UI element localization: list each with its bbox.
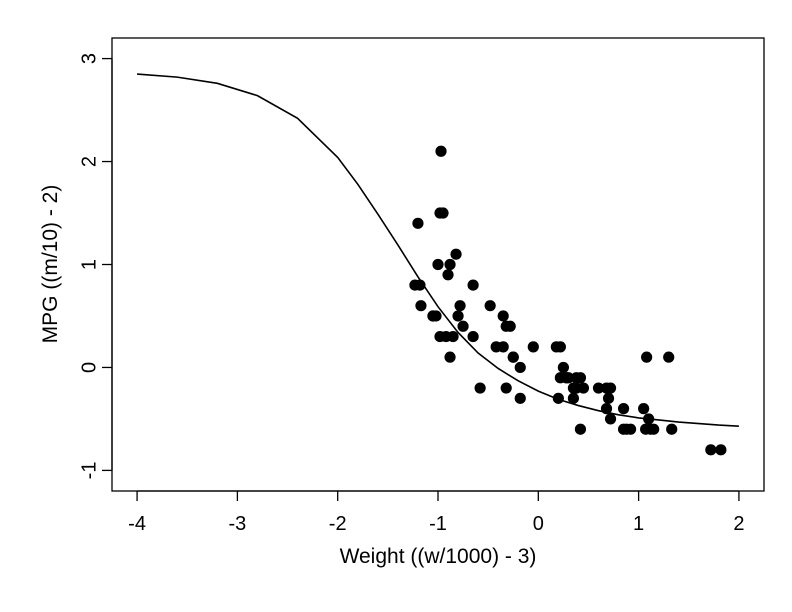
data-point — [412, 217, 424, 229]
data-point — [435, 145, 447, 157]
data-point — [648, 423, 660, 435]
data-point — [514, 361, 526, 374]
data-point — [454, 300, 466, 312]
x-tick-label: 1 — [633, 513, 644, 535]
data-point — [440, 330, 452, 343]
data-point — [474, 382, 486, 394]
data-point — [427, 310, 439, 322]
data-point — [602, 392, 615, 404]
data-point — [514, 392, 526, 404]
data-point — [414, 279, 426, 291]
data-point — [617, 403, 630, 415]
data-point — [643, 413, 655, 425]
x-tick-label: 0 — [533, 513, 544, 535]
data-point — [527, 341, 539, 353]
data-point — [560, 372, 572, 384]
data-point — [705, 444, 717, 456]
data-point — [450, 248, 462, 260]
data-point — [574, 372, 587, 384]
data-point — [574, 423, 587, 435]
y-tick-label: 3 — [78, 53, 100, 64]
fitted-curve — [137, 73, 739, 427]
data-point — [592, 382, 605, 394]
data-point — [715, 444, 727, 456]
data-point — [484, 300, 496, 312]
y-axis: -1 0 1 2 3 — [78, 53, 113, 480]
data-point — [507, 351, 519, 363]
data-point — [497, 341, 509, 353]
x-tick-label: -4 — [128, 513, 146, 535]
data-point — [467, 279, 479, 291]
y-tick-label: -1 — [78, 462, 100, 480]
x-tick-label: -2 — [329, 513, 347, 535]
data-points — [409, 145, 727, 456]
data-point — [437, 207, 449, 219]
data-point — [457, 320, 469, 332]
data-point — [442, 269, 454, 281]
y-tick-label: 2 — [78, 156, 100, 167]
data-point — [432, 258, 444, 271]
data-point — [552, 392, 564, 404]
data-point — [641, 351, 653, 363]
data-point — [570, 382, 583, 394]
y-tick-label: 0 — [78, 362, 100, 373]
x-tick-label: 2 — [733, 513, 744, 535]
data-point — [452, 310, 464, 322]
data-point — [557, 361, 569, 374]
data-point — [444, 351, 456, 363]
x-axis-label: Weight ((w/1000) - 3) — [340, 545, 537, 568]
data-point — [666, 423, 678, 435]
data-point — [497, 310, 509, 322]
data-point — [444, 258, 456, 271]
x-axis: -4 -3 -2 -1 0 1 2 — [128, 490, 744, 535]
x-tick-label: -1 — [429, 513, 447, 535]
data-point — [467, 330, 479, 343]
data-point — [624, 423, 637, 435]
y-tick-label: 1 — [78, 259, 100, 270]
data-point — [554, 341, 566, 353]
x-tick-label: -3 — [228, 513, 246, 535]
data-point — [604, 413, 617, 425]
data-point — [500, 320, 512, 332]
y-axis-label: MPG ((m/10) - 2) — [39, 185, 62, 344]
data-point — [638, 403, 650, 415]
data-point — [663, 351, 675, 363]
data-point — [415, 300, 427, 312]
data-point — [604, 382, 617, 394]
data-point — [600, 403, 613, 415]
data-point — [500, 382, 512, 394]
data-point — [567, 392, 580, 404]
